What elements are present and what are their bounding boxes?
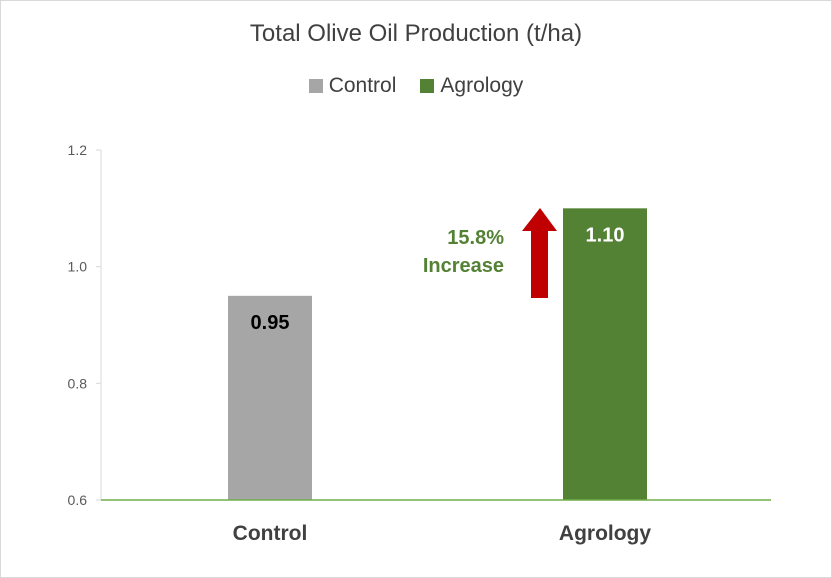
y-tick-label: 0.8 xyxy=(68,375,88,391)
data-label-agrology: 1.10 xyxy=(586,224,625,246)
bar-agrology xyxy=(563,208,647,501)
y-tick-label: 0.6 xyxy=(68,492,88,508)
legend-label-control: Control xyxy=(328,74,397,97)
legend: Control Agrology xyxy=(0,74,832,98)
y-tick-label: 1.2 xyxy=(68,142,88,158)
increase-arrow-icon xyxy=(522,208,557,298)
y-tick-label: 1.0 xyxy=(68,259,88,275)
legend-item-control: Control xyxy=(308,74,397,98)
chart-title: Total Olive Oil Production (t/ha) xyxy=(249,20,583,47)
legend-item-agrology: Agrology xyxy=(420,74,523,98)
data-label-control: 0.95 xyxy=(251,312,290,334)
annotation-increase-label: Increase xyxy=(423,255,504,277)
legend-swatch-agrology xyxy=(420,79,435,93)
legend-label-agrology: Agrology xyxy=(440,74,524,97)
bar-control xyxy=(228,295,312,500)
legend-swatch-control xyxy=(308,79,323,93)
x-category-label: Control xyxy=(233,522,308,545)
x-category-label: Agrology xyxy=(559,522,651,545)
annotation-percent: 15.8% xyxy=(447,227,504,249)
